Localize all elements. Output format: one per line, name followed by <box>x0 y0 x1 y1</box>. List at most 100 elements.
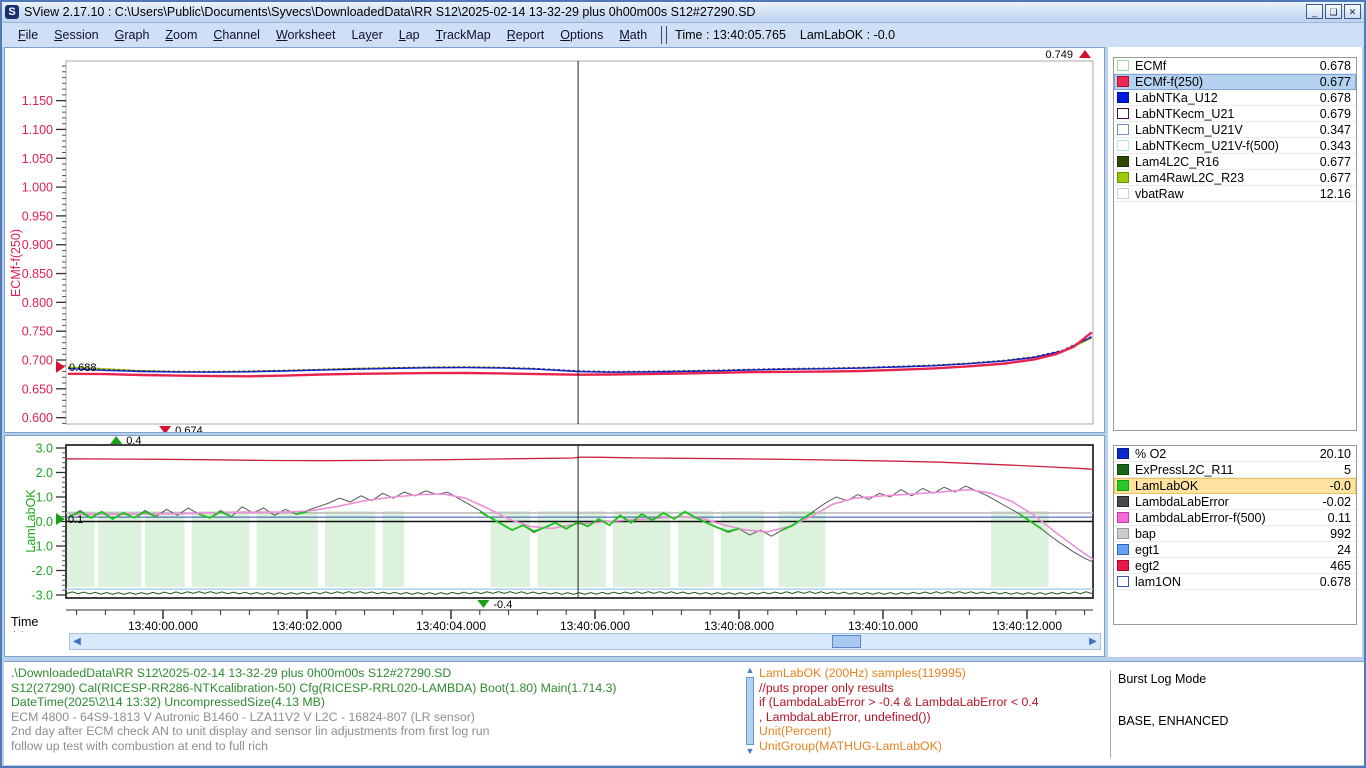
channel-name: % O2 <box>1135 446 1167 461</box>
channel-value: 0.678 <box>1319 90 1351 105</box>
menu-graph[interactable]: Graph <box>114 28 150 42</box>
channel-row-lam4rawl2c-r23[interactable]: Lam4RawL2C_R23 0.677 <box>1114 170 1356 186</box>
scroll-left-arrow[interactable]: ◀ <box>73 636 81 647</box>
channel-value: 0.11 <box>1327 510 1351 525</box>
channel-value: 0.343 <box>1319 138 1351 153</box>
cursor-time-readout: Time : 13:40:05.765 <box>675 28 786 42</box>
formula-scroll-down-icon[interactable]: ▼ <box>745 746 755 756</box>
formula-scroll-up-icon[interactable]: ▲ <box>745 665 755 675</box>
close-button[interactable]: ✕ <box>1344 4 1361 19</box>
menu-session[interactable]: Session <box>54 28 99 42</box>
svg-text:3.0: 3.0 <box>36 442 53 456</box>
menu-worksheet[interactable]: Worksheet <box>275 28 336 42</box>
channel-name: LabNTKa_U12 <box>1135 90 1218 105</box>
channel-row-ecmf[interactable]: ECMf 0.678 <box>1114 58 1356 74</box>
channel-color-swatch <box>1117 60 1129 71</box>
log-info: .\DownloadedData\RR S12\2025-02-14 13-32… <box>11 666 617 754</box>
channel-color-swatch <box>1117 464 1129 475</box>
channel-name: bap <box>1135 526 1156 541</box>
channel-row-labntkecm-u21v-f-500-[interactable]: LabNTKecm_U21V-f(500) 0.343 <box>1114 138 1356 154</box>
channel-row-bap[interactable]: bap 992 <box>1114 526 1356 542</box>
channel-color-swatch <box>1117 528 1129 539</box>
svg-text:LamLabOK: LamLabOK <box>24 489 38 553</box>
channel-name: Lam4L2C_R16 <box>1135 154 1220 169</box>
svg-text:0.900: 0.900 <box>22 238 53 252</box>
channel-color-swatch <box>1117 76 1129 87</box>
menu-layer[interactable]: Layer <box>351 28 383 42</box>
channel-value: 20.10 <box>1319 446 1351 461</box>
menu-channel[interactable]: Channel <box>213 28 260 42</box>
svg-text:1.150: 1.150 <box>22 94 53 108</box>
formula-scrollbar[interactable]: ▲ ▼ <box>745 666 755 758</box>
menu-separator-icon <box>661 26 668 44</box>
channel-value: 465 <box>1330 558 1351 573</box>
app-icon: S <box>5 5 19 19</box>
log-info-line: S12(27290) Cal(RICESP-RR286-NTKcalibrati… <box>11 680 617 695</box>
top-chart-panel[interactable]: 1.150 1.100 1.050 1.000 0.950 0.900 0.850 0.800… <box>4 47 1105 433</box>
channel-name: lam1ON <box>1135 574 1181 589</box>
top-chart-plot[interactable]: 1.150 1.100 1.050 1.000 0.950 0.900 0.850 0.800… <box>5 48 1104 432</box>
menu-lap[interactable]: Lap <box>398 28 420 42</box>
channel-value: 0.677 <box>1319 170 1351 185</box>
menu-file[interactable]: File <box>18 28 39 42</box>
channel-name: LamLabOK <box>1135 478 1199 493</box>
channel-value: 0.678 <box>1319 58 1351 73</box>
scroll-thumb[interactable] <box>832 635 861 648</box>
svg-text:0.650: 0.650 <box>22 382 53 396</box>
svg-text:0.850: 0.850 <box>22 267 53 281</box>
channel-value: -0.02 <box>1322 494 1352 509</box>
channel-color-swatch <box>1117 124 1129 135</box>
svg-text:-2.0: -2.0 <box>31 564 53 578</box>
menu-zoom[interactable]: Zoom <box>165 28 198 42</box>
burst-log-section: Burst Log Mode BASE, ENHANCED <box>1118 672 1228 728</box>
svg-text:0.750: 0.750 <box>22 325 53 339</box>
burst-title: Burst Log Mode <box>1118 672 1207 686</box>
restore-button[interactable]: ❏ <box>1325 4 1342 19</box>
scroll-right-arrow[interactable]: ▶ <box>1089 636 1097 647</box>
channel-row-vbatraw[interactable]: vbatRaw 12.16 <box>1114 186 1356 202</box>
channel-value: 0.679 <box>1319 106 1351 121</box>
channel-row-lambdalaberror-f-500-[interactable]: LambdaLabError-f(500) 0.11 <box>1114 510 1356 526</box>
svg-text:0.950: 0.950 <box>22 209 53 223</box>
channel-row--o2[interactable]: % O2 20.10 <box>1114 446 1356 462</box>
window-title: SView 2.17.10 : C:\Users\Public\Document… <box>24 5 756 19</box>
channel-color-swatch <box>1117 496 1129 507</box>
channel-row-lam4l2c-r16[interactable]: Lam4L2C_R16 0.677 <box>1114 154 1356 170</box>
channel-row-lambdalaberror[interactable]: LambdaLabError -0.02 <box>1114 494 1356 510</box>
channel-row-egt1[interactable]: egt1 24 <box>1114 542 1356 558</box>
channel-row-labntka-u12[interactable]: LabNTKa_U12 0.678 <box>1114 90 1356 106</box>
minimize-button[interactable]: _ <box>1306 4 1323 19</box>
svg-text:ECMf-f(250): ECMf-f(250) <box>9 229 23 297</box>
channel-row-lam1on[interactable]: lam1ON 0.678 <box>1114 574 1356 590</box>
svg-text:1.100: 1.100 <box>22 123 53 137</box>
channel-name: LabNTKecm_U21V <box>1135 122 1243 137</box>
svg-text:0.700: 0.700 <box>22 354 53 368</box>
channel-row-labntkecm-u21v[interactable]: LabNTKecm_U21V 0.347 <box>1114 122 1356 138</box>
menu-math[interactable]: Math <box>619 28 648 42</box>
title-bar[interactable]: S SView 2.17.10 : C:\Users\Public\Docume… <box>2 2 1364 23</box>
channel-row-egt2[interactable]: egt2 465 <box>1114 558 1356 574</box>
svg-text:1.050: 1.050 <box>22 152 53 166</box>
menu-report[interactable]: Report <box>506 28 545 42</box>
channel-value: 0.677 <box>1319 74 1351 89</box>
svg-text:(s): (s) <box>11 630 26 632</box>
channel-color-swatch <box>1117 480 1129 491</box>
channel-name: LambdaLabError-f(500) <box>1135 510 1266 525</box>
bottom-chart-panel[interactable]: 3.0 2.0 1.0 0.0 -1.0 -2.0 -3.0 LamLabOK 13:40:00… <box>4 435 1105 657</box>
menu-trackmap[interactable]: TrackMap <box>435 28 491 42</box>
formula-scroll-thumb[interactable] <box>746 677 754 745</box>
channel-row-ecmf-f-250-[interactable]: ECMf-f(250) 0.677 <box>1114 74 1356 90</box>
channel-row-expressl2c-r11[interactable]: ExPressL2C_R11 5 <box>1114 462 1356 478</box>
channel-row-lamlabok[interactable]: LamLabOK -0.0 <box>1114 478 1356 494</box>
bottom-chart-plot[interactable]: 3.0 2.0 1.0 0.0 -1.0 -2.0 -3.0 LamLabOK 13:40:00… <box>5 436 1104 632</box>
log-info-line: 2nd day after ECM check AN to unit displ… <box>11 724 490 739</box>
menu-options[interactable]: Options <box>560 28 604 42</box>
channel-row-labntkecm-u21[interactable]: LabNTKecm_U21 0.679 <box>1114 106 1356 122</box>
footer-divider <box>1110 670 1111 758</box>
time-scrollbar[interactable]: ◀ ▶ <box>69 633 1101 650</box>
svg-text:1.000: 1.000 <box>22 181 53 195</box>
channel-name: vbatRaw <box>1135 186 1184 201</box>
svg-text:0.0: 0.0 <box>36 515 53 529</box>
channel-color-swatch <box>1117 108 1129 119</box>
